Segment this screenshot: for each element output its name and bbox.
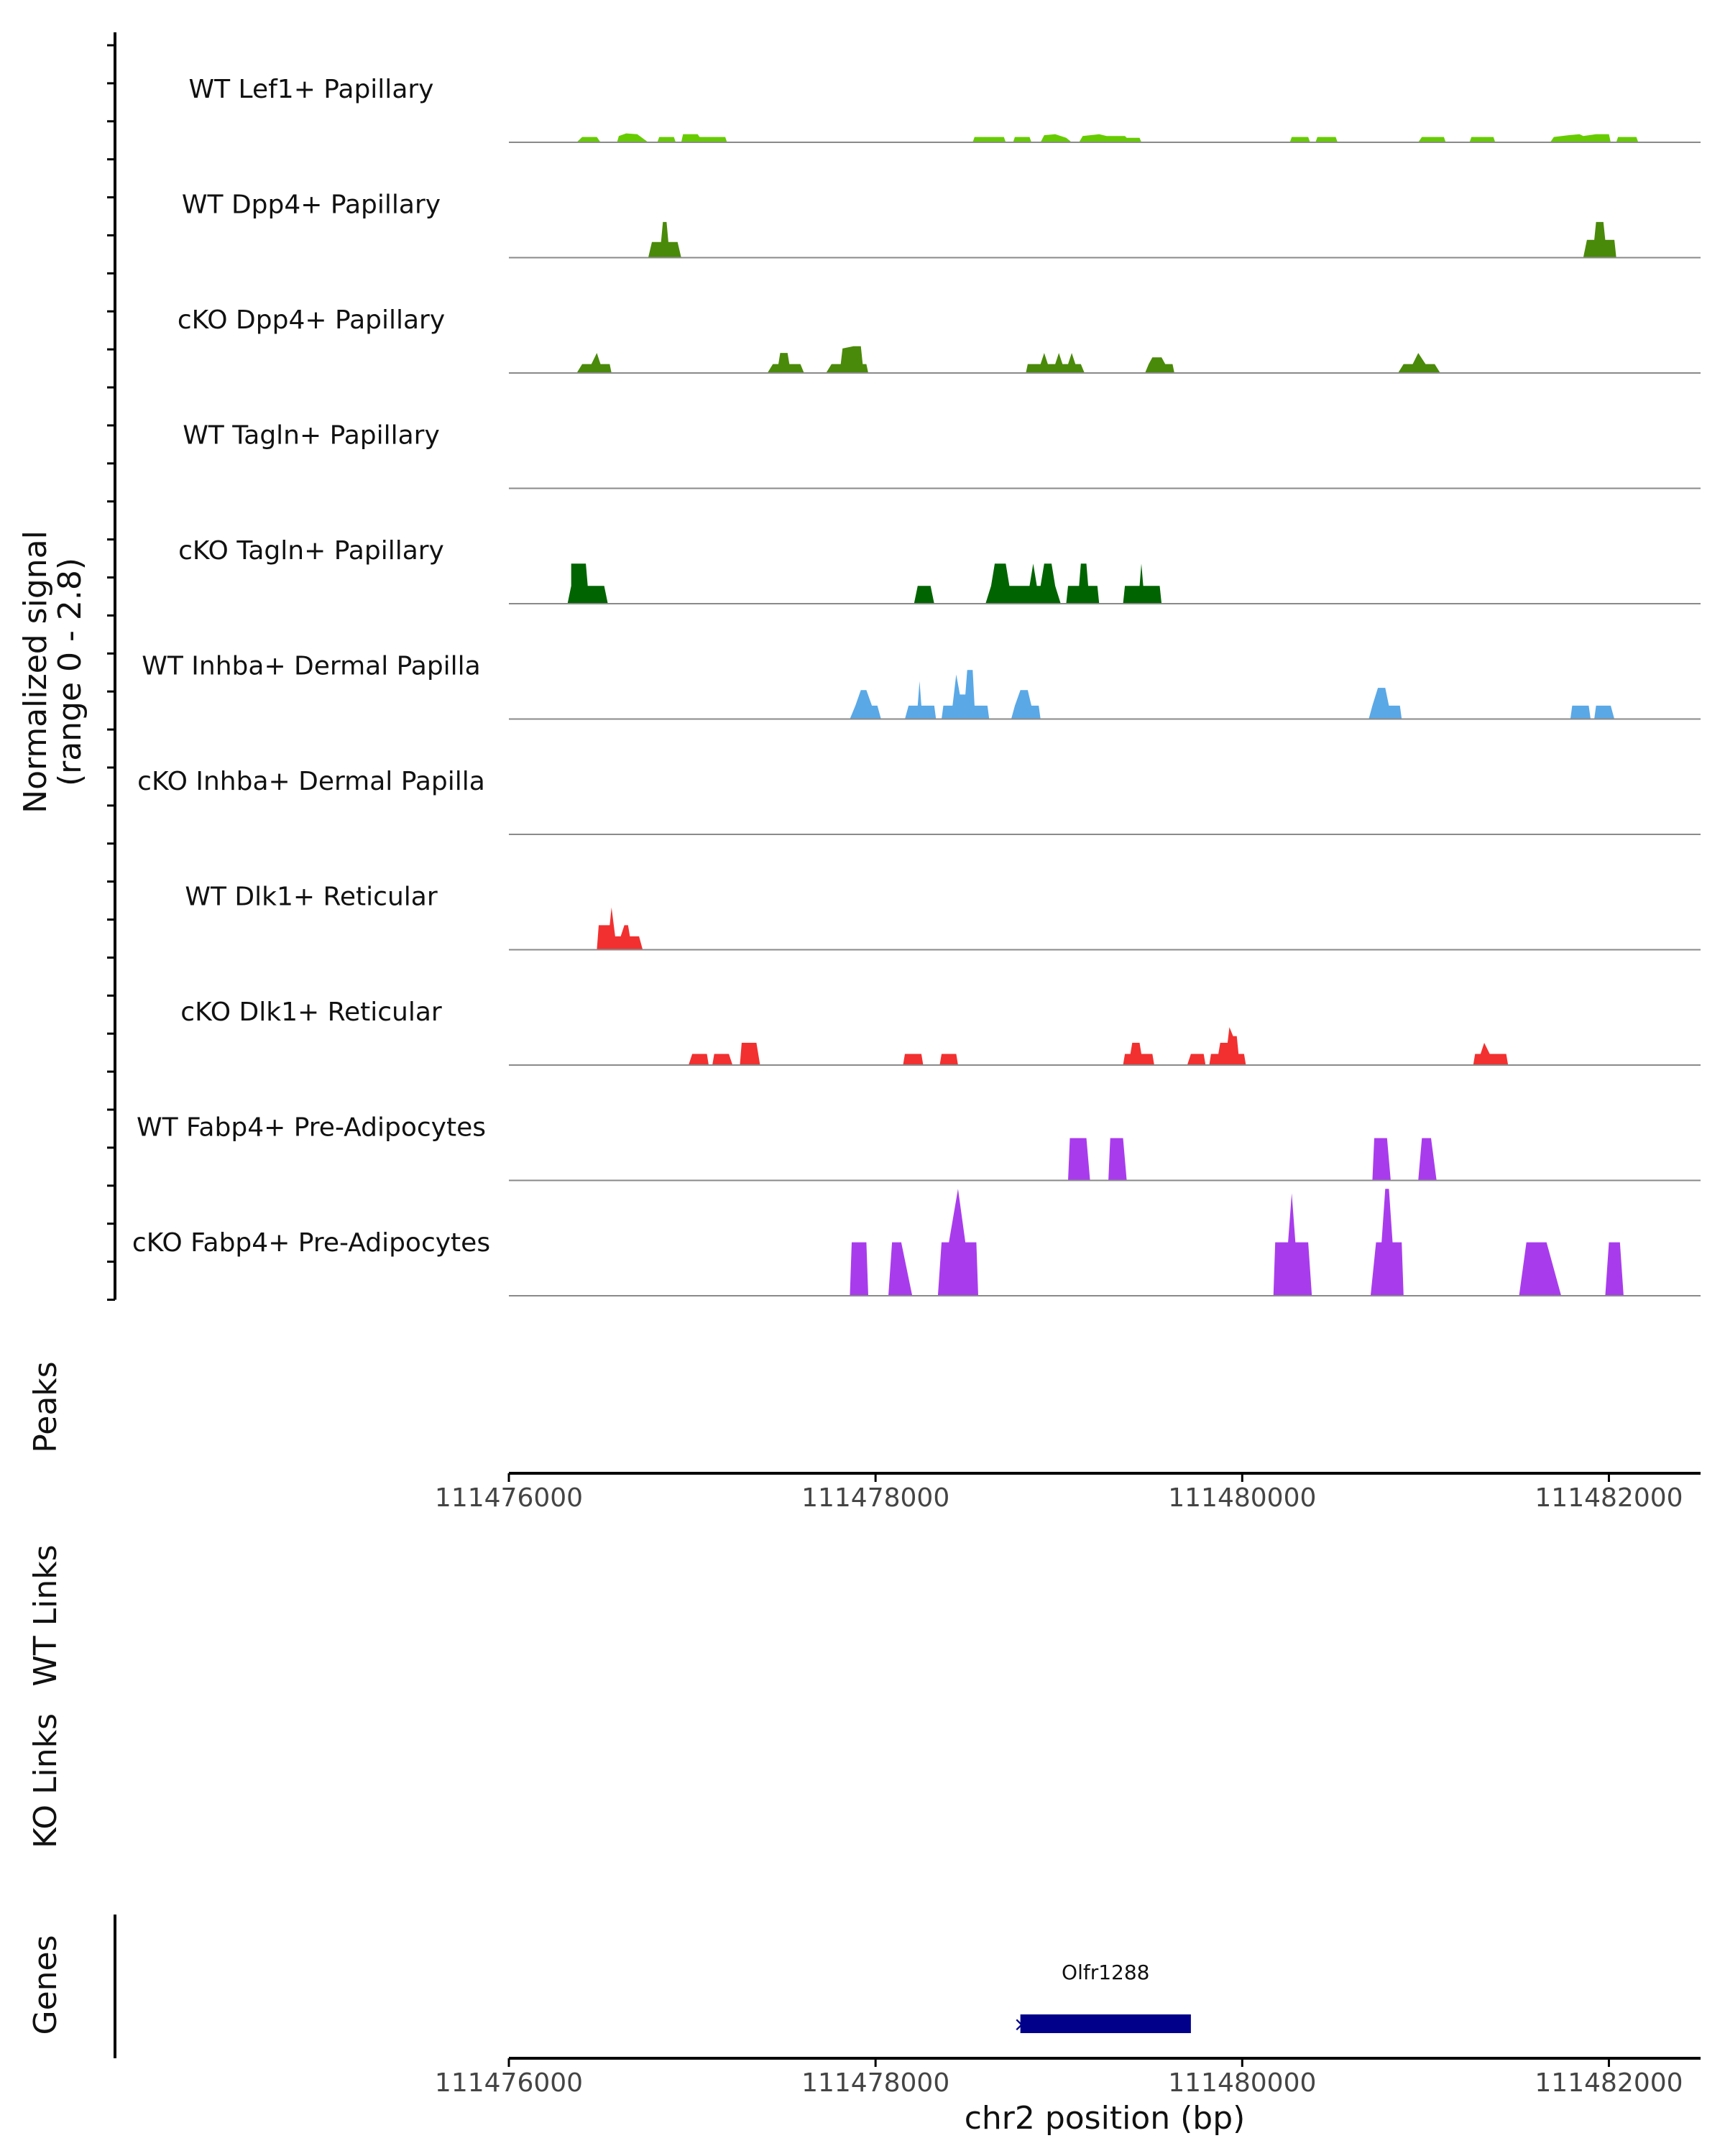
x-tick-label: 111478000	[801, 2068, 949, 2098]
track-label: WT Inhba+ Dermal Papilla	[142, 652, 480, 681]
track-6: WT Inhba+ Dermal Papilla	[142, 652, 1701, 720]
track-2: WT Dpp4+ Papillary	[182, 190, 1701, 259]
track-5: cKO Tagln+ Papillary	[178, 536, 1701, 604]
track-label: cKO Tagln+ Papillary	[178, 536, 444, 566]
track-label: cKO Dlk1+ Reticular	[180, 998, 442, 1027]
gene-label: Olfr1288	[1062, 1961, 1149, 1984]
track-label: cKO Inhba+ Dermal Papilla	[137, 767, 485, 796]
x-tick-label: 111482000	[1535, 1483, 1683, 1513]
x-tick-label: 111482000	[1535, 2068, 1683, 2098]
track-label: WT Lef1+ Papillary	[189, 75, 434, 104]
gene-body	[1020, 2014, 1191, 2033]
x-axis-bottom: 111476000 111478000 111480000 111482000	[435, 2058, 1683, 2098]
x-tick-label: 111480000	[1168, 1483, 1316, 1513]
coverage-area	[576, 346, 1440, 373]
x-axis-title: chr2 position (bp)	[965, 2100, 1246, 2137]
coverage-area	[567, 563, 1162, 604]
x-tick-label: 111476000	[435, 1483, 583, 1513]
track-7: cKO Inhba+ Dermal Papilla	[137, 767, 1701, 835]
coverage-area	[850, 670, 1615, 719]
coverage-area	[597, 907, 643, 950]
x-tick-label: 111478000	[801, 1483, 949, 1513]
x-tick-label: 111480000	[1168, 2068, 1316, 2098]
coverage-area	[576, 133, 1639, 142]
track-1: WT Lef1+ Papillary	[189, 75, 1701, 143]
track-label: cKO Dpp4+ Papillary	[178, 305, 445, 335]
track-8: WT Dlk1+ Reticular	[185, 883, 1701, 951]
coverage-area	[648, 221, 1616, 258]
track-label: cKO Fabp4+ Pre-Adipocytes	[132, 1228, 490, 1258]
gene-strand-arrow: ×	[1013, 2012, 1030, 2036]
track-9: cKO Dlk1+ Reticular	[180, 998, 1701, 1066]
track-4: WT Tagln+ Papillary	[183, 421, 1701, 489]
track-11: cKO Fabp4+ Pre-Adipocytes	[132, 1189, 1701, 1296]
x-axis-top: 111476000 111478000 111480000 111482000	[435, 1473, 1683, 1513]
track-10: WT Fabp4+ Pre-Adipocytes	[137, 1113, 1701, 1181]
y-axis-title-line1: Normalized signal	[17, 530, 54, 814]
panel-label-ko-links: KO Links	[27, 1713, 64, 1848]
panel-label-genes: Genes	[27, 1935, 64, 2035]
track-label: WT Fabp4+ Pre-Adipocytes	[137, 1113, 486, 1143]
gene-annotations: × Olfr1288	[1013, 1961, 1191, 2036]
coverage-tracks: WT Lef1+ Papillary WT Dpp4+ Papillary cKO …	[132, 75, 1701, 1296]
panel-label-wt-links: WT Links	[27, 1544, 64, 1686]
coverage-area	[850, 1189, 1624, 1296]
track-label: WT Dlk1+ Reticular	[185, 883, 437, 912]
x-tick-label: 111476000	[435, 2068, 583, 2098]
y-axis-title-line2: (range 0 - 2.8)	[52, 558, 88, 786]
coverage-area	[689, 1027, 1509, 1065]
track-label: WT Dpp4+ Papillary	[182, 190, 441, 220]
track-3: cKO Dpp4+ Papillary	[178, 305, 1701, 374]
signal-y-axis	[107, 32, 116, 1301]
track-label: WT Tagln+ Papillary	[183, 421, 440, 451]
coverage-area	[1068, 1138, 1437, 1181]
panel-label-peaks: Peaks	[27, 1361, 64, 1452]
